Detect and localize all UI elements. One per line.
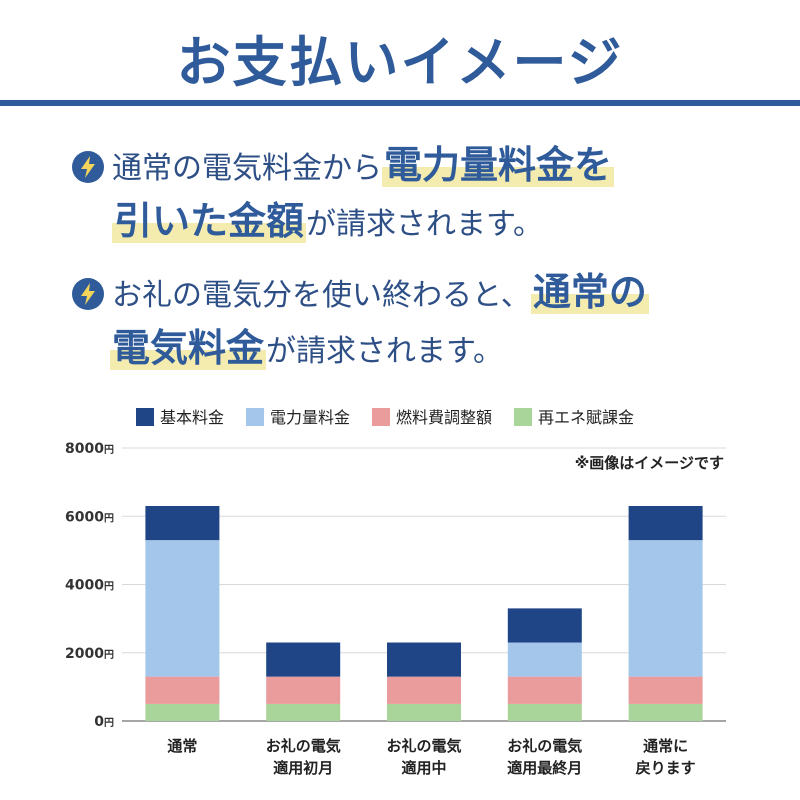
bar-segment [145, 676, 220, 704]
legend-swatch [136, 408, 154, 426]
bar-segment [507, 703, 582, 721]
bar-segment [266, 703, 341, 721]
x-tick-label: 通常 [167, 737, 197, 755]
bullet-2-text-2: が請求されます。 [266, 334, 504, 369]
lightning-icon [72, 150, 104, 183]
y-tick-label: 4000円 [65, 578, 114, 594]
bullet-1-text: 通常の電気料金から [112, 151, 382, 186]
x-tick-label: 戻ります [635, 759, 696, 777]
bullet-2: お礼の電気分を使い終わると、通常の 電気料金が請求されます。 [72, 264, 772, 376]
legend-item: 電力量料金 [246, 404, 350, 428]
bar-segment [507, 676, 582, 704]
bar-segment [387, 703, 461, 721]
bullet-1-text-2: が請求されます。 [306, 207, 544, 242]
chart-legend: 基本料金 電力量料金 燃料費調整額 再エネ賦課金 [136, 404, 656, 428]
y-tick-label: 0円 [94, 714, 114, 730]
x-tick-label: お礼の電気 [507, 737, 582, 755]
legend-swatch [514, 408, 533, 426]
bar-segment [507, 608, 582, 643]
bullet-2-text: お礼の電気分を使い終わると、 [112, 278, 531, 313]
x-tick-label: お礼の電気 [386, 737, 461, 755]
y-tick-label: 2000円 [65, 646, 114, 662]
legend-label: 電力量料金 [270, 408, 351, 427]
bar-segment [145, 703, 220, 721]
bullet-1: 通常の電気料金から電力量料金を 引いた金額が請求されます。 [72, 137, 772, 249]
legend-item: 基本料金 [136, 404, 224, 428]
bar-segment [145, 540, 220, 677]
legend-item: 再エネ賦課金 [514, 404, 634, 428]
y-tick-label: 8000円 [65, 441, 114, 457]
bullet-2-highlight-2: 電気料金 [110, 326, 267, 370]
bar-segment [266, 676, 341, 704]
bar-segment [507, 642, 582, 677]
legend-swatch [372, 408, 391, 426]
x-tick-label: 通常に [643, 737, 688, 755]
lightning-icon [72, 277, 104, 310]
legend-label: 基本料金 [160, 408, 225, 427]
bar-segment [628, 540, 703, 677]
x-tick-label: 適用初月 [273, 759, 333, 777]
title-divider [0, 100, 800, 106]
y-tick-label: 6000円 [65, 509, 114, 525]
bullet-1-highlight: 電力量料金を [382, 143, 615, 187]
x-tick-label: 適用中 [401, 759, 446, 777]
legend-label: 燃料費調整額 [396, 408, 493, 427]
page-title: お支払いイメージ [176, 31, 624, 94]
bullet-2-highlight: 通常の [530, 270, 649, 314]
bar-segment [628, 506, 703, 541]
bar-segment [628, 676, 703, 704]
x-tick-label: お礼の電気 [266, 737, 341, 755]
bar-segment [387, 676, 461, 704]
bar-segment [387, 642, 461, 677]
legend-item: 燃料費調整額 [372, 404, 492, 428]
legend-swatch [246, 408, 265, 426]
bar-segment [145, 506, 220, 541]
bar-segment [628, 703, 703, 721]
bar-segment [266, 642, 341, 677]
bullet-1-highlight-2: 引いた金額 [112, 199, 307, 243]
chart-note: ※画像はイメージです [574, 454, 724, 472]
x-tick-label: 適用最終月 [507, 759, 582, 777]
legend-label: 再エネ賦課金 [538, 408, 635, 427]
